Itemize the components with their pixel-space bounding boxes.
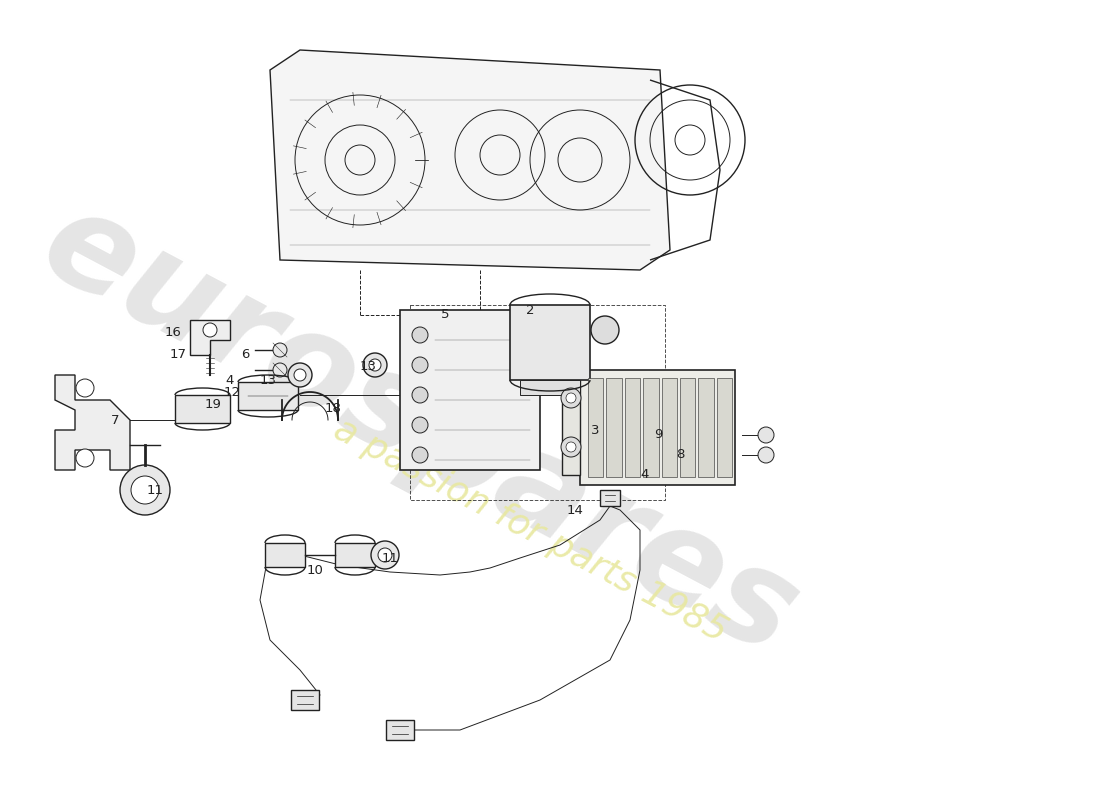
Text: 2: 2 <box>526 303 535 317</box>
Text: 12: 12 <box>223 386 241 399</box>
Text: 9: 9 <box>653 429 662 442</box>
Circle shape <box>76 379 94 397</box>
Text: 13: 13 <box>260 374 276 386</box>
Text: 7: 7 <box>111 414 119 426</box>
Circle shape <box>204 323 217 337</box>
Bar <box>265 543 305 567</box>
Bar <box>606 378 621 477</box>
Bar <box>698 378 714 477</box>
Circle shape <box>412 417 428 433</box>
Text: 13: 13 <box>360 361 376 374</box>
Circle shape <box>378 548 392 562</box>
Polygon shape <box>55 375 130 470</box>
Circle shape <box>412 447 428 463</box>
Bar <box>716 378 732 477</box>
Circle shape <box>561 437 581 457</box>
Text: 3: 3 <box>591 423 600 437</box>
Polygon shape <box>190 320 230 355</box>
Circle shape <box>273 343 287 357</box>
Bar <box>400 310 540 470</box>
Text: 18: 18 <box>324 402 341 414</box>
Text: 5: 5 <box>441 309 449 322</box>
Bar <box>588 378 604 477</box>
Text: 11: 11 <box>146 483 164 497</box>
Circle shape <box>131 476 160 504</box>
Circle shape <box>294 369 306 381</box>
Text: 14: 14 <box>566 503 583 517</box>
Bar <box>625 378 640 477</box>
Polygon shape <box>270 50 670 270</box>
Circle shape <box>76 449 94 467</box>
Circle shape <box>412 357 428 373</box>
Bar <box>580 370 735 485</box>
Circle shape <box>412 387 428 403</box>
Circle shape <box>412 327 428 343</box>
Bar <box>661 378 676 477</box>
Text: 10: 10 <box>307 563 323 577</box>
Text: 17: 17 <box>169 349 187 362</box>
Text: eurospares: eurospares <box>22 178 818 682</box>
Circle shape <box>371 541 399 569</box>
Bar <box>680 378 695 477</box>
Bar <box>292 690 319 710</box>
Text: 19: 19 <box>205 398 221 411</box>
Text: 4: 4 <box>226 374 234 386</box>
Bar <box>336 543 375 567</box>
Circle shape <box>368 359 381 371</box>
Bar <box>562 380 580 475</box>
Text: 6: 6 <box>241 349 250 362</box>
Circle shape <box>758 427 774 443</box>
Bar <box>600 490 620 506</box>
Circle shape <box>288 363 312 387</box>
Circle shape <box>363 353 387 377</box>
Bar <box>386 720 414 740</box>
Text: 8: 8 <box>675 449 684 462</box>
Circle shape <box>758 447 774 463</box>
Bar <box>175 395 230 423</box>
Circle shape <box>566 442 576 452</box>
Circle shape <box>273 363 287 377</box>
Bar <box>520 380 580 395</box>
Circle shape <box>561 388 581 408</box>
Circle shape <box>566 393 576 403</box>
Text: 11: 11 <box>382 551 398 565</box>
Text: 4: 4 <box>641 469 649 482</box>
Bar <box>238 382 298 410</box>
Text: a passion for parts 1985: a passion for parts 1985 <box>328 411 733 649</box>
Text: 16: 16 <box>165 326 182 339</box>
Bar <box>510 305 590 380</box>
Bar <box>644 378 659 477</box>
Circle shape <box>591 316 619 344</box>
Circle shape <box>120 465 170 515</box>
